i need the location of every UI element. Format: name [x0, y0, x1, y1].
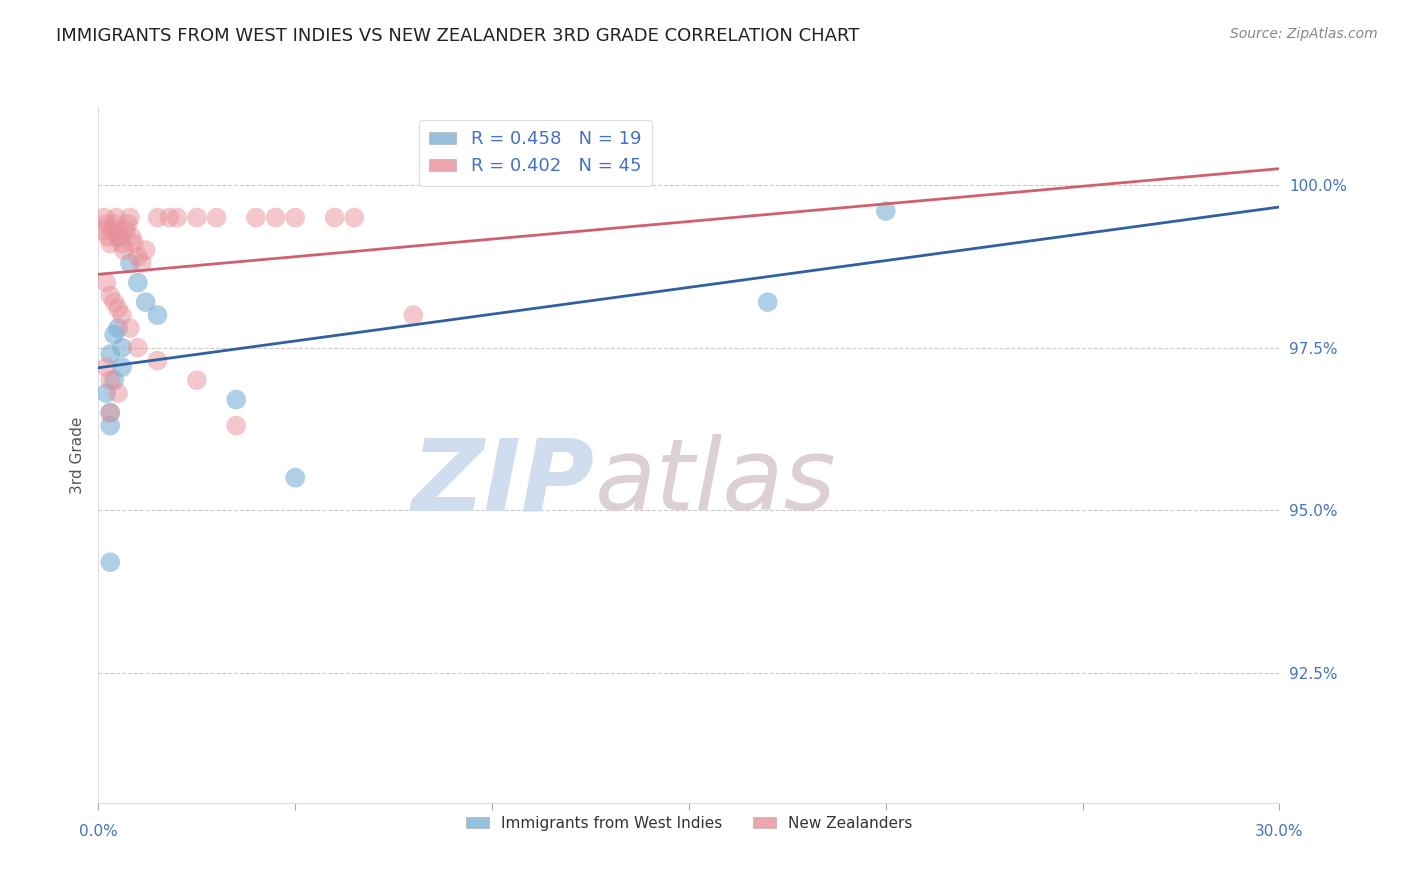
Y-axis label: 3rd Grade: 3rd Grade	[69, 417, 84, 493]
Point	[98, 347, 121, 361]
Point	[111, 360, 134, 375]
Point	[108, 230, 131, 244]
Text: 0.0%: 0.0%	[79, 823, 118, 838]
Point	[157, 211, 180, 225]
Point	[111, 236, 134, 251]
Point	[402, 308, 425, 322]
Point	[225, 392, 247, 407]
Point	[127, 341, 149, 355]
Point	[146, 211, 169, 225]
Point	[103, 327, 125, 342]
Point	[264, 211, 287, 225]
Point	[323, 211, 346, 225]
Point	[112, 243, 135, 257]
Point	[103, 217, 125, 231]
Point	[127, 276, 149, 290]
Point	[225, 418, 247, 433]
Text: Source: ZipAtlas.com: Source: ZipAtlas.com	[1230, 27, 1378, 41]
Point	[135, 243, 157, 257]
Point	[107, 224, 129, 238]
Point	[98, 555, 121, 569]
Point	[96, 360, 118, 375]
Point	[205, 211, 228, 225]
Point	[118, 211, 141, 225]
Text: IMMIGRANTS FROM WEST INDIES VS NEW ZEALANDER 3RD GRADE CORRELATION CHART: IMMIGRANTS FROM WEST INDIES VS NEW ZEALA…	[56, 27, 859, 45]
Point	[111, 341, 134, 355]
Point	[98, 373, 121, 387]
Point	[121, 230, 143, 244]
Point	[96, 386, 118, 401]
Point	[166, 211, 188, 225]
Point	[103, 295, 125, 310]
Point	[875, 204, 897, 219]
Point	[118, 321, 141, 335]
Point	[98, 418, 121, 433]
Point	[97, 230, 120, 244]
Point	[101, 224, 124, 238]
Point	[186, 373, 208, 387]
Point	[96, 217, 118, 231]
Point	[96, 276, 118, 290]
Point	[117, 217, 139, 231]
Point	[107, 230, 129, 244]
Point	[284, 211, 307, 225]
Point	[103, 373, 125, 387]
Point	[245, 211, 267, 225]
Point	[98, 236, 121, 251]
Point	[122, 236, 145, 251]
Point	[131, 256, 153, 270]
Point	[186, 211, 208, 225]
Point	[91, 224, 114, 238]
Point	[756, 295, 779, 310]
Point	[98, 288, 121, 302]
Point	[343, 211, 366, 225]
Text: ZIP: ZIP	[412, 434, 595, 532]
Point	[107, 301, 129, 316]
Point	[146, 353, 169, 368]
Point	[107, 321, 129, 335]
Point	[105, 211, 128, 225]
Point	[146, 308, 169, 322]
Point	[111, 308, 134, 322]
Point	[98, 406, 121, 420]
Point	[284, 471, 307, 485]
Point	[93, 211, 115, 225]
Point	[98, 406, 121, 420]
Point	[127, 250, 149, 264]
Text: atlas: atlas	[595, 434, 837, 532]
Point	[115, 224, 138, 238]
Text: 30.0%: 30.0%	[1256, 823, 1303, 838]
Point	[107, 386, 129, 401]
Legend: Immigrants from West Indies, New Zealanders: Immigrants from West Indies, New Zealand…	[460, 810, 918, 837]
Point	[118, 256, 141, 270]
Point	[135, 295, 157, 310]
